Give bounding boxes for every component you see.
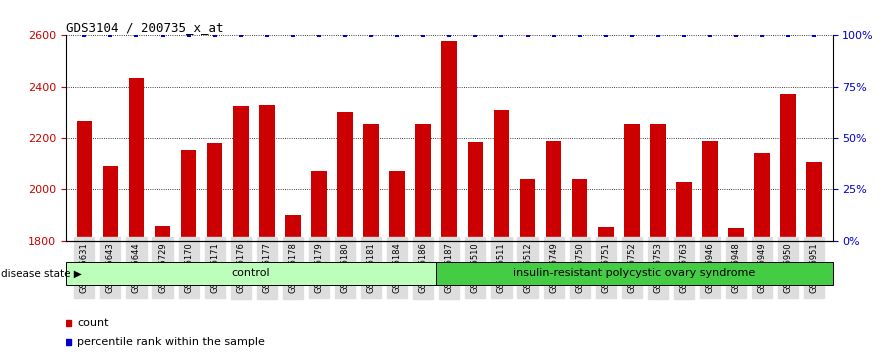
Text: count: count — [78, 318, 108, 328]
Bar — [436, 262, 833, 285]
Bar — [155, 226, 170, 241]
Bar — [806, 162, 822, 241]
Text: disease state ▶: disease state ▶ — [1, 268, 82, 278]
Bar — [181, 150, 196, 241]
Bar — [702, 141, 718, 241]
Text: percentile rank within the sample: percentile rank within the sample — [78, 337, 265, 347]
Bar — [754, 154, 770, 241]
Bar — [441, 41, 457, 241]
Bar — [66, 262, 436, 285]
Bar — [468, 142, 483, 241]
Bar — [545, 141, 561, 241]
Bar — [624, 124, 640, 241]
Bar — [337, 113, 353, 241]
Bar — [416, 124, 431, 241]
Bar — [259, 105, 275, 241]
Text: insulin-resistant polycystic ovary syndrome: insulin-resistant polycystic ovary syndr… — [514, 268, 755, 279]
Bar — [233, 106, 248, 241]
Bar — [102, 166, 118, 241]
Bar — [285, 215, 300, 241]
Bar — [389, 171, 405, 241]
Bar — [207, 143, 223, 241]
Bar — [572, 179, 588, 241]
Bar — [363, 124, 379, 241]
Bar — [676, 182, 692, 241]
Text: GDS3104 / 200735_x_at: GDS3104 / 200735_x_at — [66, 21, 224, 34]
Bar — [129, 78, 144, 241]
Bar — [781, 95, 796, 241]
Bar — [493, 110, 509, 241]
Text: control: control — [232, 268, 270, 279]
Bar — [520, 179, 536, 241]
Bar — [598, 227, 613, 241]
Bar — [729, 228, 744, 241]
Bar — [77, 121, 93, 241]
Bar — [650, 124, 666, 241]
Bar — [311, 171, 327, 241]
